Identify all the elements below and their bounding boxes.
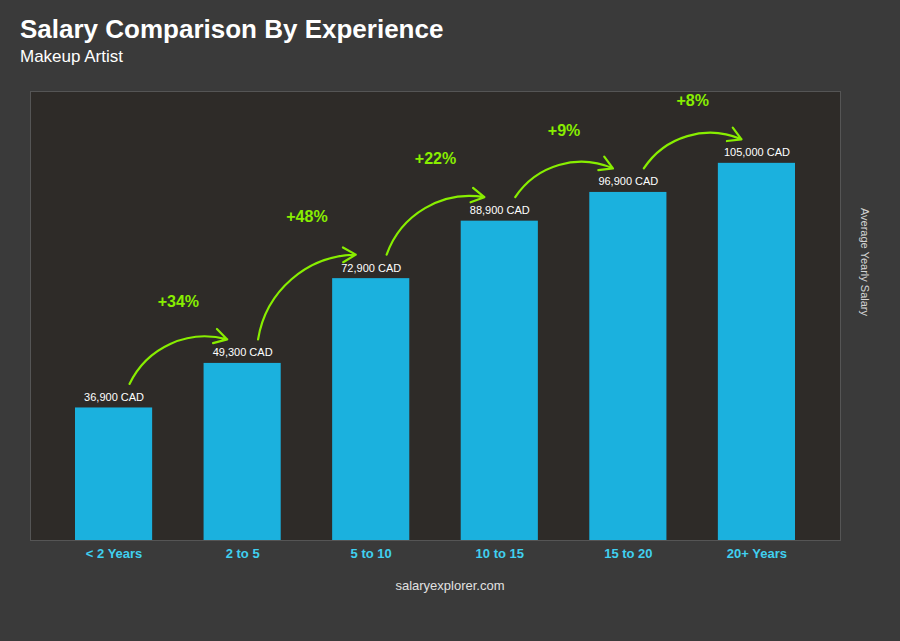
html-text:Makeup Artist: Makeup Artist [20,47,123,66]
svg-text:20+ Years: 20+ Years [727,546,787,561]
svg-text:+9%: +9% [548,122,580,139]
svg-text:49,300 CAD: 49,300 CAD [213,346,273,358]
svg-text:5 to 10: 5 to 10 [351,546,392,561]
svg-text:15 to 20: 15 to 20 [604,546,652,561]
svg-text:72,900 CAD: 72,900 CAD [341,262,401,274]
html-text:Salary Comparison By Experienc: Salary Comparison By Experience [20,14,444,44]
svg-text:< 2 Years: < 2 Years [86,546,143,561]
svg-text:2 to 5: 2 to 5 [226,546,260,561]
svg-text:36,900 CAD: 36,900 CAD [84,391,144,403]
html-text:salaryexplorer.com: salaryexplorer.com [395,578,505,593]
svg-text:88,900 CAD: 88,900 CAD [470,204,530,216]
svg-text:+34%: +34% [158,293,199,310]
svg-text:96,900 CAD: 96,900 CAD [598,175,658,187]
svg-text:105,000 CAD: 105,000 CAD [724,146,790,158]
svg-text:+22%: +22% [415,150,456,167]
svg-text:+48%: +48% [286,208,327,225]
svg-text:+8%: +8% [676,92,708,109]
svg-text:10 to 15: 10 to 15 [476,546,524,561]
svg-text:Average Yearly Salary: Average Yearly Salary [859,208,871,317]
